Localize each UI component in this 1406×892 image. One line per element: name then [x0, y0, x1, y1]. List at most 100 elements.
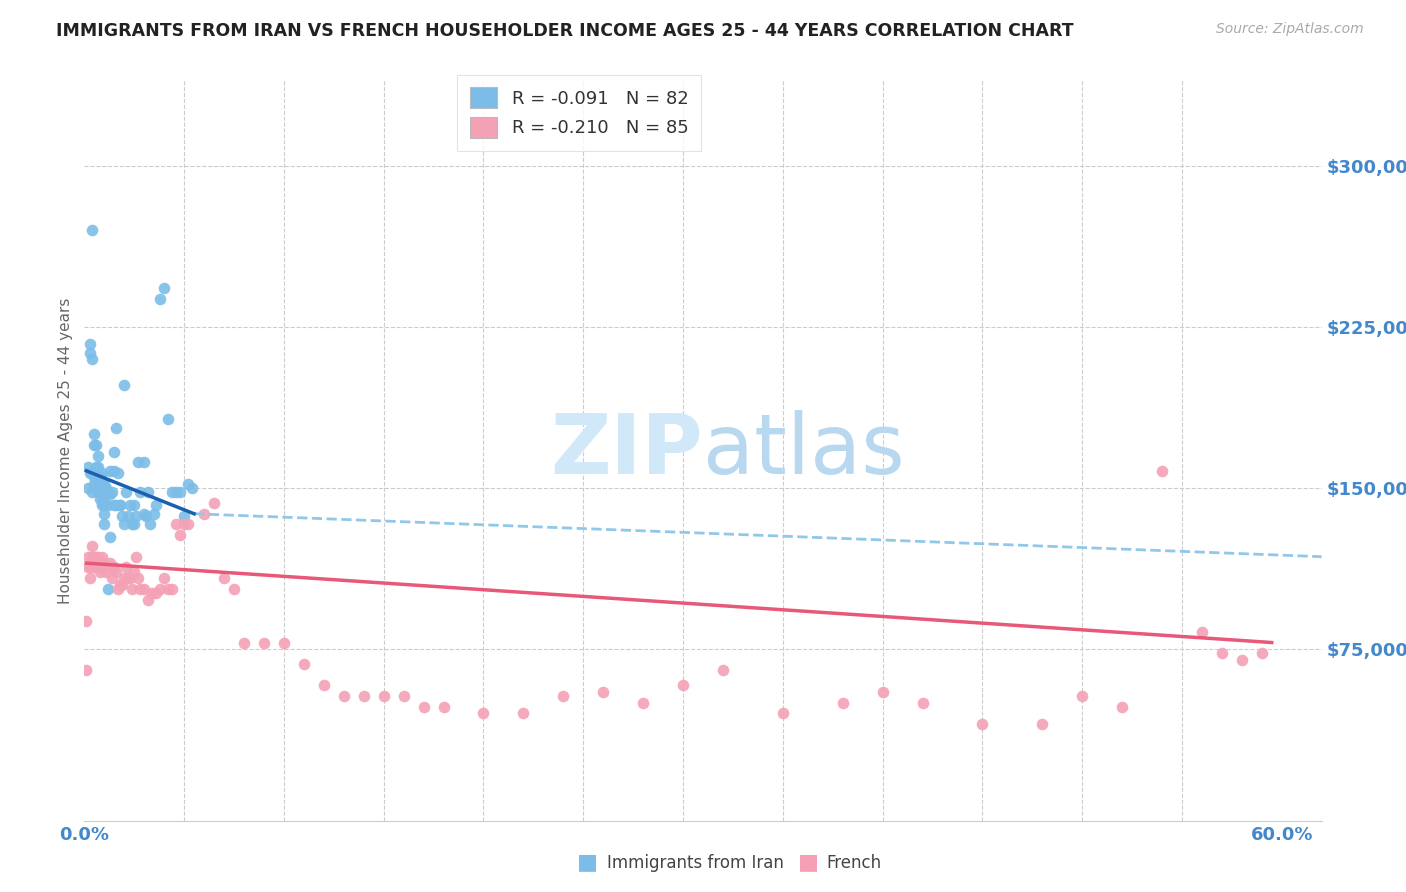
- Point: [631, 696, 654, 710]
- Point: [101, 485, 124, 500]
- Text: ■: ■: [578, 853, 598, 872]
- Point: [1191, 624, 1213, 639]
- Point: [512, 706, 534, 721]
- Point: [472, 706, 495, 721]
- Point: [134, 455, 156, 469]
- Point: [122, 565, 145, 579]
- Point: [160, 582, 183, 596]
- Point: [96, 565, 118, 579]
- Point: [83, 560, 105, 574]
- Point: [177, 476, 200, 491]
- Point: [75, 664, 97, 678]
- Point: [115, 560, 138, 574]
- Point: [82, 223, 104, 237]
- Point: [117, 571, 139, 585]
- Point: [135, 508, 157, 523]
- Point: [177, 517, 200, 532]
- Point: [87, 459, 110, 474]
- Point: [105, 498, 128, 512]
- Point: [121, 582, 143, 596]
- Point: [112, 517, 135, 532]
- Point: [97, 498, 120, 512]
- Text: atlas: atlas: [703, 410, 904, 491]
- Point: [96, 487, 118, 501]
- Point: [96, 481, 118, 495]
- Point: [79, 560, 101, 574]
- Point: [125, 549, 148, 564]
- Point: [107, 582, 129, 596]
- Point: [129, 582, 152, 596]
- Point: [105, 421, 128, 435]
- Point: [672, 678, 695, 692]
- Text: Source: ZipAtlas.com: Source: ZipAtlas.com: [1216, 22, 1364, 37]
- Point: [93, 476, 115, 491]
- Point: [82, 352, 104, 367]
- Point: [129, 485, 152, 500]
- Point: [91, 556, 114, 570]
- Point: [872, 685, 894, 699]
- Point: [1250, 646, 1272, 660]
- Point: [120, 571, 142, 585]
- Point: [139, 517, 162, 532]
- Point: [77, 459, 100, 474]
- Point: [553, 689, 575, 703]
- Point: [193, 507, 215, 521]
- Point: [87, 470, 110, 484]
- Point: [1150, 464, 1173, 478]
- Point: [111, 577, 134, 591]
- Point: [160, 485, 183, 500]
- Point: [83, 476, 105, 491]
- Point: [79, 346, 101, 360]
- Point: [121, 517, 143, 532]
- Text: IMMIGRANTS FROM IRAN VS FRENCH HOUSEHOLDER INCOME AGES 25 - 44 YEARS CORRELATION: IMMIGRANTS FROM IRAN VS FRENCH HOUSEHOLD…: [56, 22, 1074, 40]
- Text: ZIP: ZIP: [551, 410, 703, 491]
- Point: [87, 485, 110, 500]
- Point: [831, 696, 853, 710]
- Point: [165, 485, 187, 500]
- Point: [145, 586, 167, 600]
- Point: [82, 549, 104, 564]
- Point: [115, 485, 138, 500]
- Point: [333, 689, 356, 703]
- Point: [157, 582, 180, 596]
- Point: [79, 571, 101, 585]
- Point: [972, 717, 994, 731]
- Point: [122, 498, 145, 512]
- Point: [86, 470, 108, 484]
- Point: [353, 689, 375, 703]
- Point: [143, 507, 166, 521]
- Point: [93, 485, 115, 500]
- Point: [111, 508, 134, 523]
- Point: [98, 487, 121, 501]
- Text: French: French: [827, 855, 882, 872]
- Point: [87, 549, 110, 564]
- Point: [165, 517, 187, 532]
- Point: [253, 635, 276, 649]
- Point: [173, 517, 195, 532]
- Point: [169, 528, 191, 542]
- Point: [89, 470, 111, 484]
- Point: [772, 706, 794, 721]
- Point: [117, 508, 139, 523]
- Point: [77, 560, 100, 574]
- Point: [83, 427, 105, 442]
- Point: [91, 496, 114, 510]
- Point: [127, 455, 149, 469]
- Point: [711, 664, 734, 678]
- Point: [153, 281, 176, 295]
- Point: [1031, 717, 1053, 731]
- Point: [83, 438, 105, 452]
- Point: [153, 571, 176, 585]
- Point: [110, 498, 132, 512]
- Point: [107, 466, 129, 480]
- Y-axis label: Householder Income Ages 25 - 44 years: Householder Income Ages 25 - 44 years: [58, 297, 73, 604]
- Point: [312, 678, 335, 692]
- Point: [136, 485, 159, 500]
- Point: [82, 485, 104, 500]
- Point: [103, 560, 125, 574]
- Point: [87, 485, 110, 500]
- Point: [181, 481, 204, 495]
- Point: [86, 459, 108, 474]
- Point: [82, 466, 104, 480]
- Point: [125, 508, 148, 523]
